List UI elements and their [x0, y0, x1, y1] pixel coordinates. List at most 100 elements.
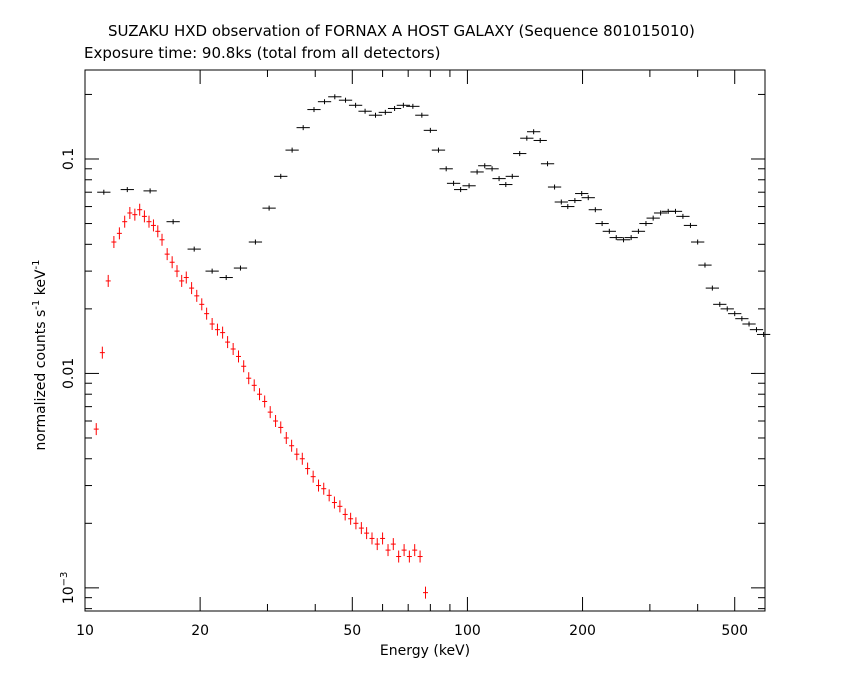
data-point	[581, 195, 595, 201]
data-point	[646, 215, 660, 221]
data-point	[609, 235, 623, 241]
data-point	[520, 135, 534, 141]
data-point	[159, 233, 165, 246]
data-point	[225, 336, 231, 349]
data-point	[631, 228, 646, 234]
data-point	[328, 94, 342, 100]
data-point	[691, 239, 705, 245]
data-point	[143, 188, 157, 194]
y-tick-label: 10−3	[59, 572, 77, 605]
data-point	[390, 538, 396, 551]
data-point	[179, 274, 185, 287]
data-point	[639, 221, 653, 227]
data-point	[209, 318, 215, 331]
data-point	[122, 215, 128, 228]
data-point	[205, 268, 219, 274]
data-point	[676, 213, 690, 219]
data-point	[453, 187, 468, 193]
data-point	[683, 222, 698, 228]
data-point	[296, 125, 310, 131]
data-point	[137, 203, 143, 216]
data-point	[169, 256, 175, 269]
data-point	[199, 298, 205, 311]
data-point	[668, 208, 683, 214]
x-tick-label: 50	[343, 623, 361, 639]
data-point	[554, 199, 568, 205]
y-axis-label: normalized counts s-1 keV-1	[31, 260, 49, 451]
data-point	[241, 360, 247, 373]
data-point	[756, 331, 771, 337]
data-point	[720, 306, 734, 312]
data-point	[105, 274, 111, 287]
data-point	[616, 237, 631, 243]
data-point	[485, 166, 499, 172]
chart-title: SUZAKU HXD observation of FORNAX A HOST …	[108, 22, 695, 40]
data-point	[99, 346, 105, 359]
data-point	[415, 112, 429, 118]
data-point	[533, 137, 547, 143]
data-point	[505, 173, 519, 179]
data-point	[299, 452, 305, 465]
data-point	[348, 102, 363, 108]
data-point	[146, 215, 152, 228]
x-tick-label: 100	[454, 623, 481, 639]
data-point	[305, 462, 311, 475]
data-point	[166, 219, 180, 225]
data-point	[236, 350, 242, 363]
data-point	[423, 586, 429, 599]
data-point	[588, 207, 602, 213]
data-point	[187, 246, 201, 252]
data-point	[164, 248, 170, 261]
data-point	[595, 221, 609, 227]
data-point	[214, 323, 220, 336]
data-point	[120, 187, 134, 193]
data-point	[423, 127, 438, 133]
data-point	[283, 431, 289, 444]
x-tick-label: 500	[721, 623, 748, 639]
data-point	[406, 550, 412, 563]
data-point	[364, 527, 370, 540]
data-point	[387, 105, 402, 111]
data-point	[294, 448, 300, 461]
data-point	[431, 147, 446, 153]
data-point	[575, 191, 589, 197]
data-point	[273, 414, 279, 427]
data-point	[150, 219, 156, 232]
data-point	[278, 421, 284, 434]
data-point	[527, 129, 541, 135]
data-point	[93, 423, 99, 436]
data-point	[728, 311, 742, 317]
data-point	[338, 97, 353, 103]
data-point	[342, 508, 348, 521]
data-point	[194, 289, 200, 302]
data-point	[220, 326, 226, 339]
data-point	[358, 522, 364, 535]
data-point	[246, 372, 252, 385]
data-point	[358, 108, 372, 114]
data-point	[321, 482, 327, 495]
data-point	[713, 301, 727, 307]
data-point	[251, 379, 257, 392]
data-point	[380, 532, 386, 545]
data-point	[561, 204, 575, 210]
data-point	[547, 184, 562, 190]
data-point	[285, 147, 299, 153]
data-point	[289, 439, 295, 452]
data-point	[412, 544, 418, 557]
data-point	[274, 173, 288, 179]
x-axis-label: Energy (keV)	[380, 643, 470, 659]
data-point	[317, 99, 332, 105]
data-point	[353, 517, 359, 530]
data-point	[183, 271, 189, 284]
data-point	[230, 342, 236, 355]
data-point	[735, 316, 749, 322]
data-point	[310, 470, 316, 483]
y-tick-labels: 0.1 0.01 10−3	[59, 148, 77, 604]
data-point	[602, 228, 616, 234]
data-point	[417, 550, 423, 563]
data-point	[262, 395, 268, 408]
data-point	[439, 166, 453, 172]
plot-frame	[84, 69, 766, 612]
data-point	[262, 205, 276, 211]
